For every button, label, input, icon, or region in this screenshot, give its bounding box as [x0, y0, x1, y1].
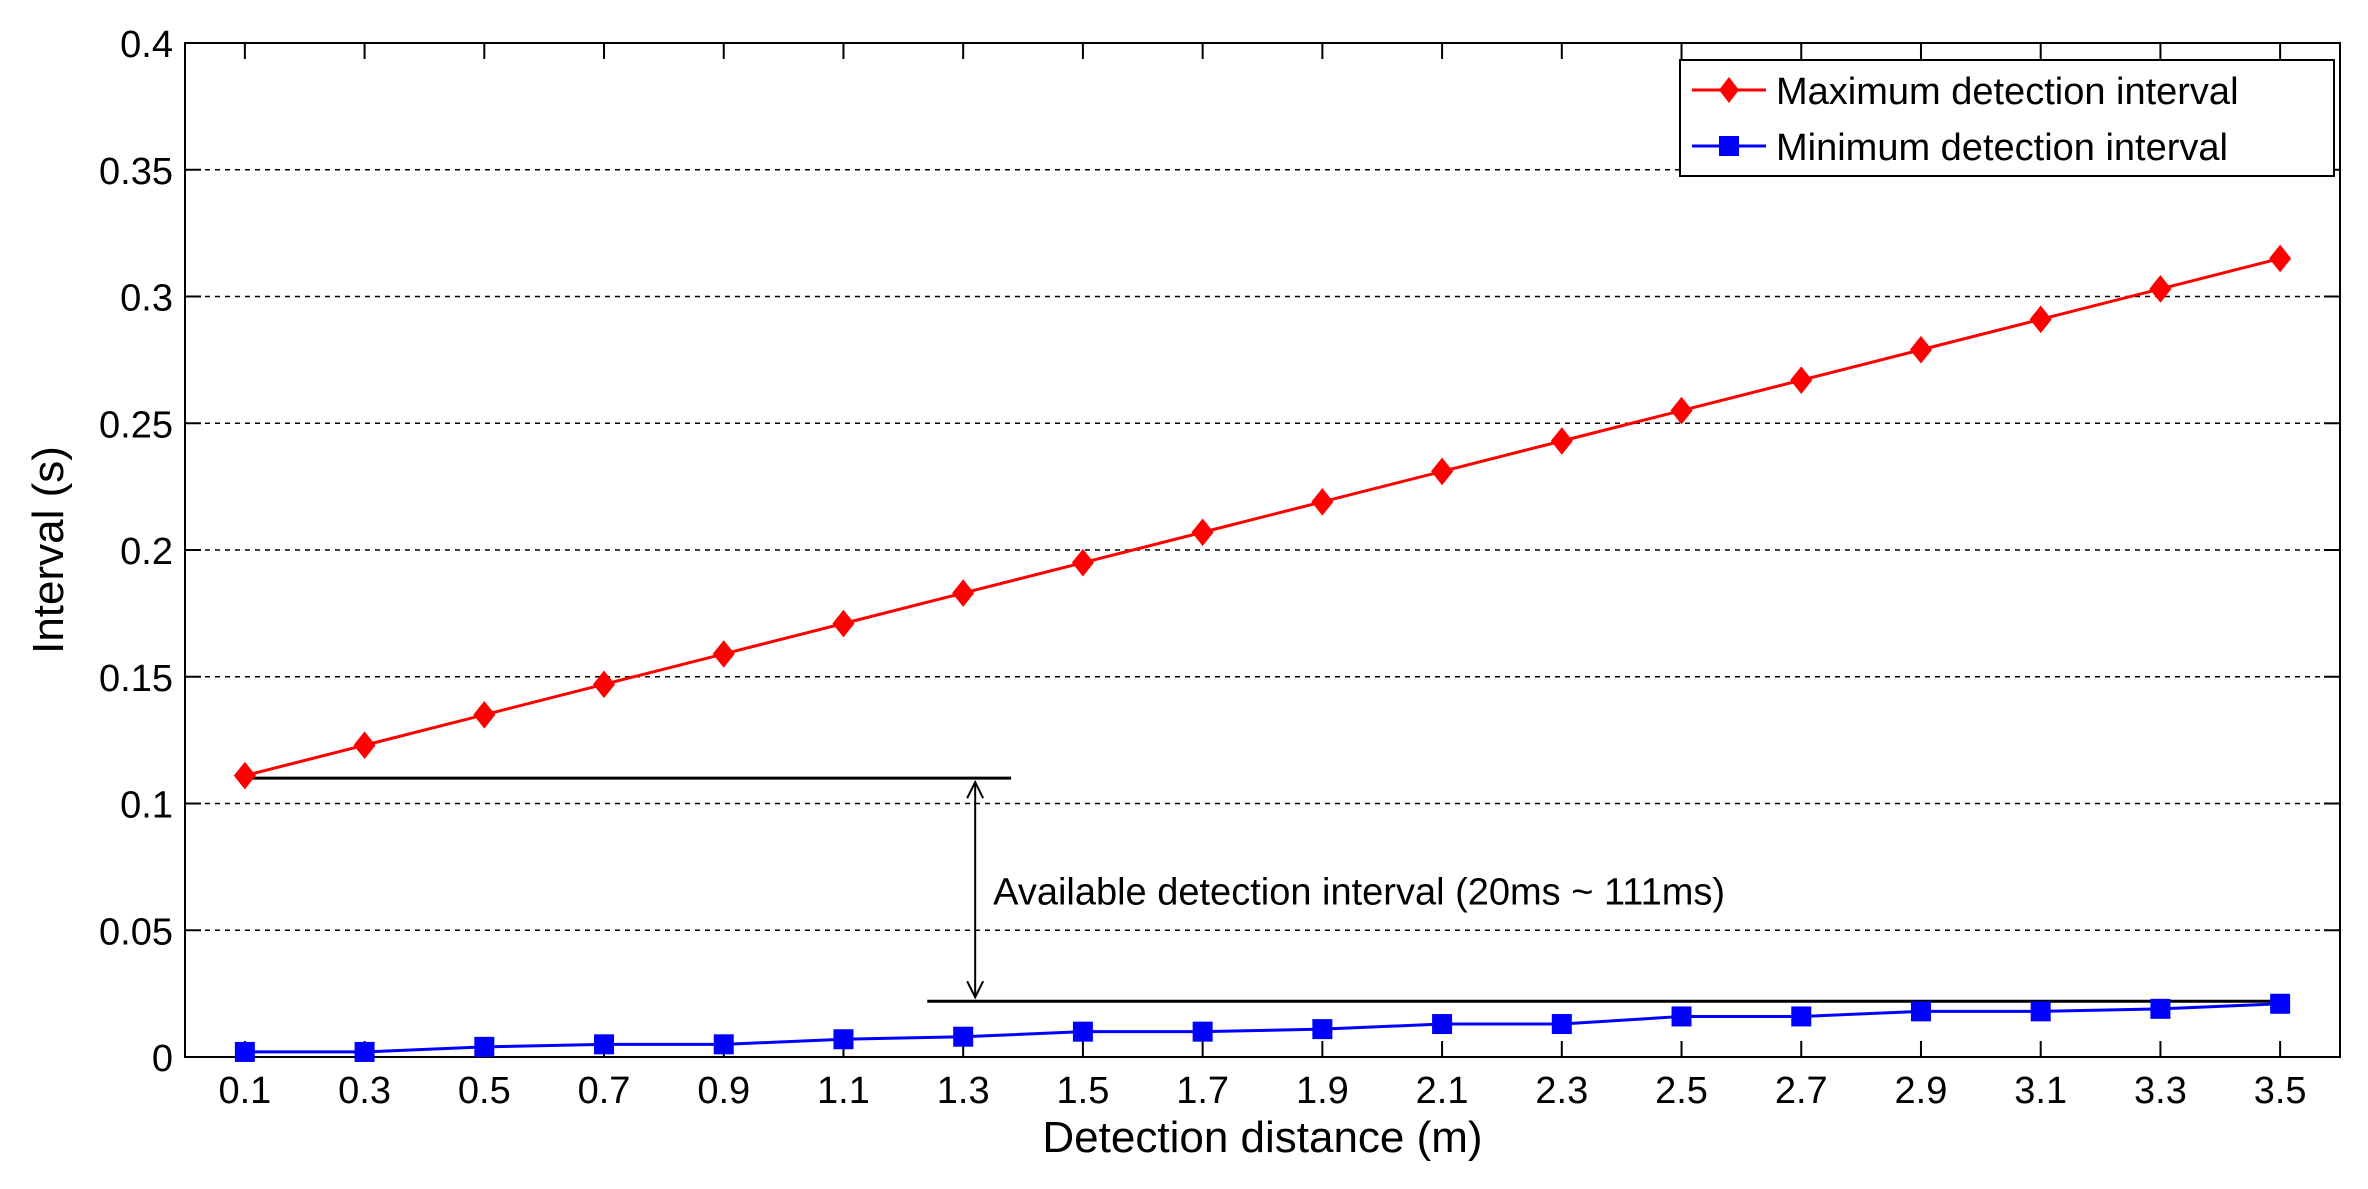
- data-point-diamond: [233, 761, 256, 790]
- y-tick-label: 0: [152, 1038, 173, 1080]
- y-tick-label: 0.15: [99, 658, 173, 700]
- y-tick-label: 0.4: [120, 24, 173, 66]
- x-tick-label: 0.5: [458, 1070, 511, 1112]
- data-point-square: [1791, 1006, 1812, 1027]
- x-tick-label: 1.7: [1176, 1070, 1229, 1112]
- data-point-square: [594, 1034, 615, 1055]
- x-tick-label: 1.1: [817, 1070, 870, 1112]
- data-point-diamond: [592, 670, 616, 699]
- data-point-diamond: [1670, 396, 1693, 425]
- data-point-square: [2030, 1001, 2051, 1022]
- data-point-square: [474, 1036, 495, 1057]
- x-tick-label: 0.9: [697, 1070, 750, 1112]
- y-tick-label: 0.25: [99, 404, 173, 446]
- gridlines: [185, 169, 2340, 931]
- data-point-diamond: [2269, 244, 2292, 273]
- data-point-diamond: [353, 731, 376, 759]
- x-tick-label: 0.3: [338, 1070, 391, 1112]
- series-line: [244, 1002, 2281, 1054]
- data-point-diamond: [2029, 305, 2052, 334]
- annotation: Available detection interval (20ms ~ 111…: [244, 776, 2281, 1003]
- axis-ticks: 0 0.05 0.1 0.15 0.2 0.25 0.3 0.35 0.4 0.1 0.3 0.5 0.…: [99, 24, 2340, 1112]
- legend-label: Maximum detection interval: [1776, 71, 2239, 113]
- x-tick-label: 0.7: [578, 1070, 631, 1112]
- data-point-square: [833, 1029, 854, 1050]
- data-point-square: [2150, 998, 2171, 1019]
- data-point-diamond: [1550, 427, 1573, 455]
- data-point-square: [1072, 1021, 1093, 1042]
- annotation-arrow-head-up: [966, 779, 985, 799]
- x-tick-label: 1.3: [937, 1070, 990, 1112]
- x-tick-label: 2.9: [1895, 1070, 1948, 1112]
- data-point-diamond: [1431, 457, 1454, 486]
- x-tick-label: 2.1: [1416, 1070, 1469, 1112]
- data-point-square: [1910, 1001, 1931, 1022]
- data-point-square: [1432, 1014, 1453, 1035]
- data-point-diamond: [1191, 518, 1214, 547]
- x-tick-label: 2.7: [1775, 1070, 1828, 1112]
- y-tick-label: 0.2: [120, 531, 173, 573]
- series-layer: [233, 244, 2292, 1062]
- legend-box: [1679, 59, 2335, 177]
- data-point-diamond: [2149, 275, 2172, 303]
- x-axis-label: Detection distance (m): [1042, 1113, 1482, 1162]
- series-line: [244, 257, 2281, 778]
- legend-entry-minimum: Minimum detection interval: [1692, 127, 2228, 169]
- legend-label: Minimum detection interval: [1776, 127, 2228, 169]
- x-tick-label: 1.9: [1296, 1070, 1349, 1112]
- data-point-square: [354, 1041, 375, 1062]
- data-point-diamond: [1909, 335, 1933, 364]
- data-point-square: [1671, 1006, 1692, 1027]
- legend-marker-diamond: [1719, 77, 1739, 103]
- x-tick-label: 0.1: [218, 1070, 271, 1112]
- data-point-diamond: [952, 579, 975, 607]
- x-tick-label: 2.3: [1535, 1070, 1588, 1112]
- legend: Maximum detection interval Minimum detect…: [1679, 59, 2335, 177]
- data-point-diamond: [1311, 488, 1334, 516]
- y-axis-label: Interval (s): [24, 446, 73, 654]
- data-point-square: [713, 1034, 734, 1055]
- x-tick-label: 3.3: [2134, 1070, 2187, 1112]
- x-tick-label: 3.5: [2254, 1070, 2307, 1112]
- series-minimum: [234, 993, 2291, 1062]
- data-point-diamond: [473, 700, 496, 729]
- x-tick-label: 1.5: [1057, 1070, 1110, 1112]
- data-point-square: [1551, 1014, 1572, 1035]
- data-point-square: [1312, 1019, 1333, 1040]
- x-tick-label: 3.1: [2014, 1070, 2067, 1112]
- data-point-diamond: [712, 640, 735, 668]
- legend-entry-maximum: Maximum detection interval: [1692, 71, 2239, 113]
- legend-marker-square: [1719, 136, 1739, 156]
- annotation-arrow-head-down: [966, 980, 985, 1000]
- data-point-diamond: [1071, 548, 1094, 577]
- y-tick-label: 0.3: [120, 278, 173, 320]
- data-point-square: [234, 1041, 255, 1062]
- y-tick-label: 0.1: [120, 785, 173, 827]
- data-point-diamond: [1790, 366, 1813, 394]
- x-tick-label: 2.5: [1655, 1070, 1708, 1112]
- data-point-square: [1192, 1021, 1213, 1042]
- y-tick-label: 0.05: [99, 911, 173, 953]
- annotation-label: Available detection interval (20ms ~ 111…: [993, 872, 1725, 914]
- data-point-square: [953, 1026, 974, 1047]
- data-point-diamond: [832, 609, 855, 638]
- series-maximum: [233, 244, 2292, 790]
- data-point-square: [2270, 993, 2291, 1014]
- y-tick-label: 0.35: [99, 151, 173, 193]
